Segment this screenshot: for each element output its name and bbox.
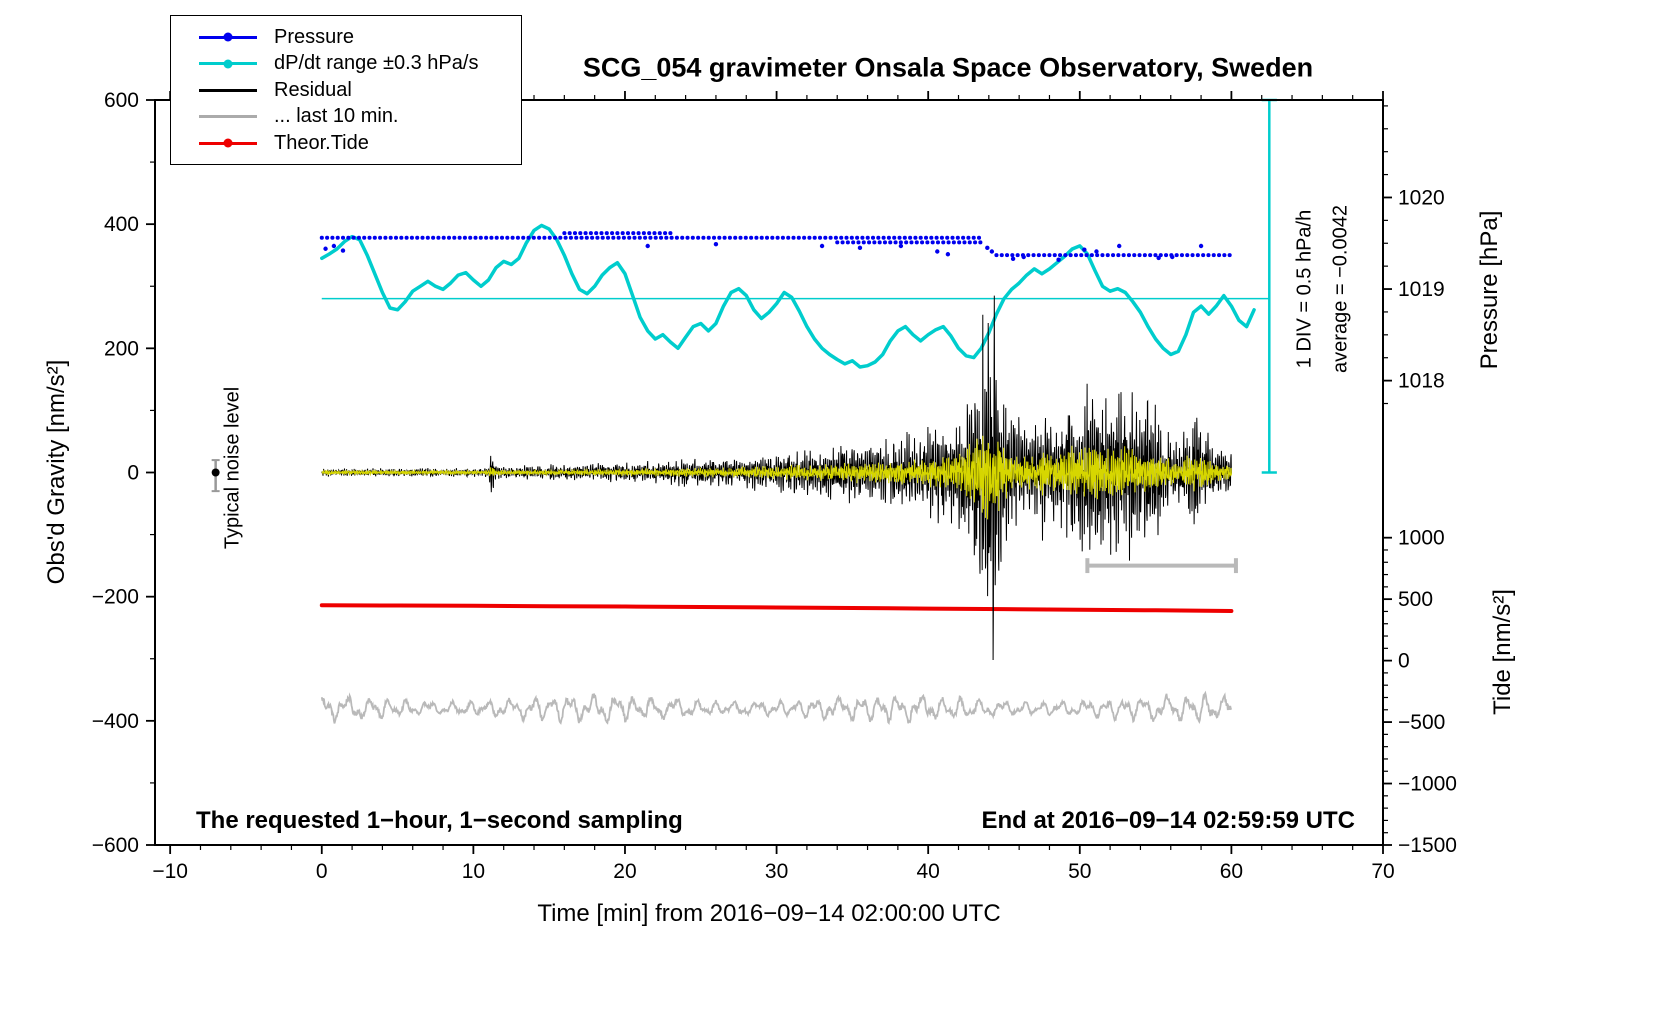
end-time-note: End at 2016−09−14 02:59:59 UTC <box>981 807 1355 834</box>
average-label: average = −0.0042 <box>1329 205 1352 373</box>
svg-text:−600: −600 <box>92 834 139 857</box>
pressure-line-icon <box>199 32 257 43</box>
legend-label-theor-tide: Theor.Tide <box>274 131 369 154</box>
pressure-series <box>319 231 1234 262</box>
svg-text:40: 40 <box>917 860 940 883</box>
axes: −10 0 10 20 30 40 50 60 706004002000−200−400−600… <box>92 89 1457 883</box>
dot-swatch <box>223 59 233 68</box>
svg-text:0: 0 <box>127 462 139 485</box>
svg-text:1018: 1018 <box>1398 370 1445 393</box>
line-swatch <box>199 115 257 118</box>
noise-level-marker <box>211 459 220 493</box>
legend-item-theor-tide: Theor.Tide <box>199 131 513 155</box>
legend-label-last10: ... last 10 min. <box>274 105 399 127</box>
legend-label-dpdt: dP/dt range ±0.3 hPa/s <box>274 52 479 74</box>
pressure-axis-label: Pressure [hPa] <box>1476 210 1503 370</box>
svg-text:1000: 1000 <box>1398 527 1445 550</box>
legend-item-pressure: Pressure <box>199 25 513 49</box>
svg-text:50: 50 <box>1068 860 1091 883</box>
last10-marker <box>1085 558 1238 574</box>
x-axis-label: Time [min] from 2016−09−14 02:00:00 UTC <box>537 900 1001 927</box>
svg-text:−1500: −1500 <box>1398 834 1457 857</box>
residual-line-icon <box>199 85 257 96</box>
tide-axis-label: Tide [nm/s²] <box>1489 589 1516 715</box>
line-swatch <box>199 88 257 92</box>
div-scale-label: 1 DIV = 0.5 hPa/h <box>1293 209 1316 369</box>
theor-tide-line <box>319 603 1234 613</box>
last10-line-icon <box>199 111 257 122</box>
legend: Pressure dP/dt range ±0.3 hPa/s Residual… <box>170 15 522 165</box>
legend-item-last10: ... last 10 min. <box>199 105 513 129</box>
svg-text:30: 30 <box>765 860 788 883</box>
theor-tide-line-icon <box>199 138 257 149</box>
svg-text:−400: −400 <box>92 710 139 733</box>
legend-label-pressure: Pressure <box>274 25 355 48</box>
legend-item-dpdt: dP/dt range ±0.3 hPa/s <box>199 52 513 76</box>
svg-text:−500: −500 <box>1398 711 1445 734</box>
svg-text:0: 0 <box>1398 650 1410 673</box>
dpdt-line-icon <box>199 58 257 69</box>
svg-text:60: 60 <box>1220 860 1243 883</box>
svg-text:400: 400 <box>104 213 139 236</box>
noise-level-label: Typical noise level <box>221 386 244 550</box>
dpdt-scale-bar <box>1261 98 1277 474</box>
svg-text:500: 500 <box>1398 588 1433 611</box>
svg-text:1019: 1019 <box>1398 278 1445 301</box>
dot-swatch <box>223 138 233 148</box>
dpdt-curve <box>320 223 1270 369</box>
dot-swatch <box>223 32 233 42</box>
svg-text:20: 20 <box>613 860 636 883</box>
legend-item-residual: Residual <box>199 78 513 102</box>
svg-text:200: 200 <box>104 337 139 360</box>
residual-core-trace <box>321 435 1232 520</box>
svg-text:0: 0 <box>316 860 328 883</box>
svg-text:−10: −10 <box>152 860 188 883</box>
y-axis-label-left: Obs'd Gravity [nm/s²] <box>43 359 70 585</box>
svg-text:600: 600 <box>104 89 139 112</box>
svg-text:10: 10 <box>462 860 485 883</box>
legend-label-residual: Residual <box>274 78 352 101</box>
filtered-trace <box>320 690 1233 726</box>
svg-text:70: 70 <box>1371 860 1394 883</box>
svg-text:−200: −200 <box>92 586 139 609</box>
svg-text:1020: 1020 <box>1398 186 1445 209</box>
sampling-note: The requested 1−hour, 1−second sampling <box>196 807 683 834</box>
chart-title: SCG_054 gravimeter Onsala Space Observat… <box>582 52 1314 83</box>
svg-text:−1000: −1000 <box>1398 773 1457 796</box>
